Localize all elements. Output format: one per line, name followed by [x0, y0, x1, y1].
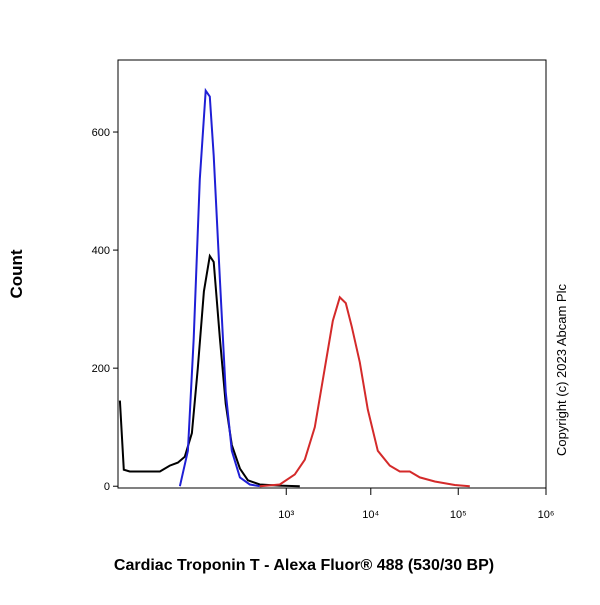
x-tick-label: 10³ — [278, 509, 294, 521]
histogram-line — [178, 87, 260, 488]
x-tick-label: 10⁴ — [362, 509, 379, 521]
y-tick-label: 0 — [104, 481, 110, 493]
y-tick-label: 400 — [92, 245, 110, 257]
x-axis-label: Cardiac Troponin T - Alexa Fluor® 488 (5… — [114, 557, 494, 574]
histogram-line — [259, 295, 470, 488]
x-tick-label: 10⁶ — [538, 509, 555, 521]
y-axis-label: Count — [7, 249, 26, 298]
copyright-note: Copyright (c) 2023 Abcam Plc — [554, 284, 569, 456]
plot-frame — [117, 59, 547, 489]
y-tick-label: 600 — [92, 127, 110, 139]
x-tick-label: 10⁵ — [450, 509, 467, 521]
y-tick-label: 200 — [92, 363, 110, 375]
histogram-line — [118, 253, 300, 488]
